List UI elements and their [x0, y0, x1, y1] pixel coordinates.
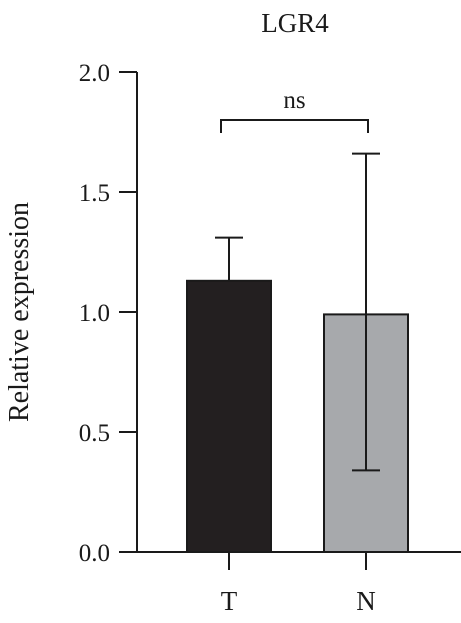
- y-tick-label: 0.5: [79, 420, 110, 447]
- chart-title: LGR4: [261, 8, 329, 38]
- error-bars-layer: [215, 152, 380, 472]
- significance-label: ns: [283, 87, 305, 114]
- axes-layer: 0.0 0.5 1.0 1.5 2.0 T N: [79, 60, 461, 616]
- bars-layer: [186, 279, 409, 553]
- x-tick-label: T: [221, 586, 238, 616]
- y-tick-label: 1.5: [79, 180, 110, 207]
- significance-bracket: [220, 119, 369, 133]
- x-tick-label: N: [356, 586, 376, 616]
- bar-T: [186, 279, 272, 553]
- y-tick-label: 2.0: [79, 60, 110, 87]
- y-tick-label: 0.0: [79, 540, 110, 567]
- y-tick-label: 1.0: [79, 300, 110, 327]
- significance-layer: ns: [220, 87, 369, 133]
- y-axis-label: Relative expression: [4, 202, 35, 422]
